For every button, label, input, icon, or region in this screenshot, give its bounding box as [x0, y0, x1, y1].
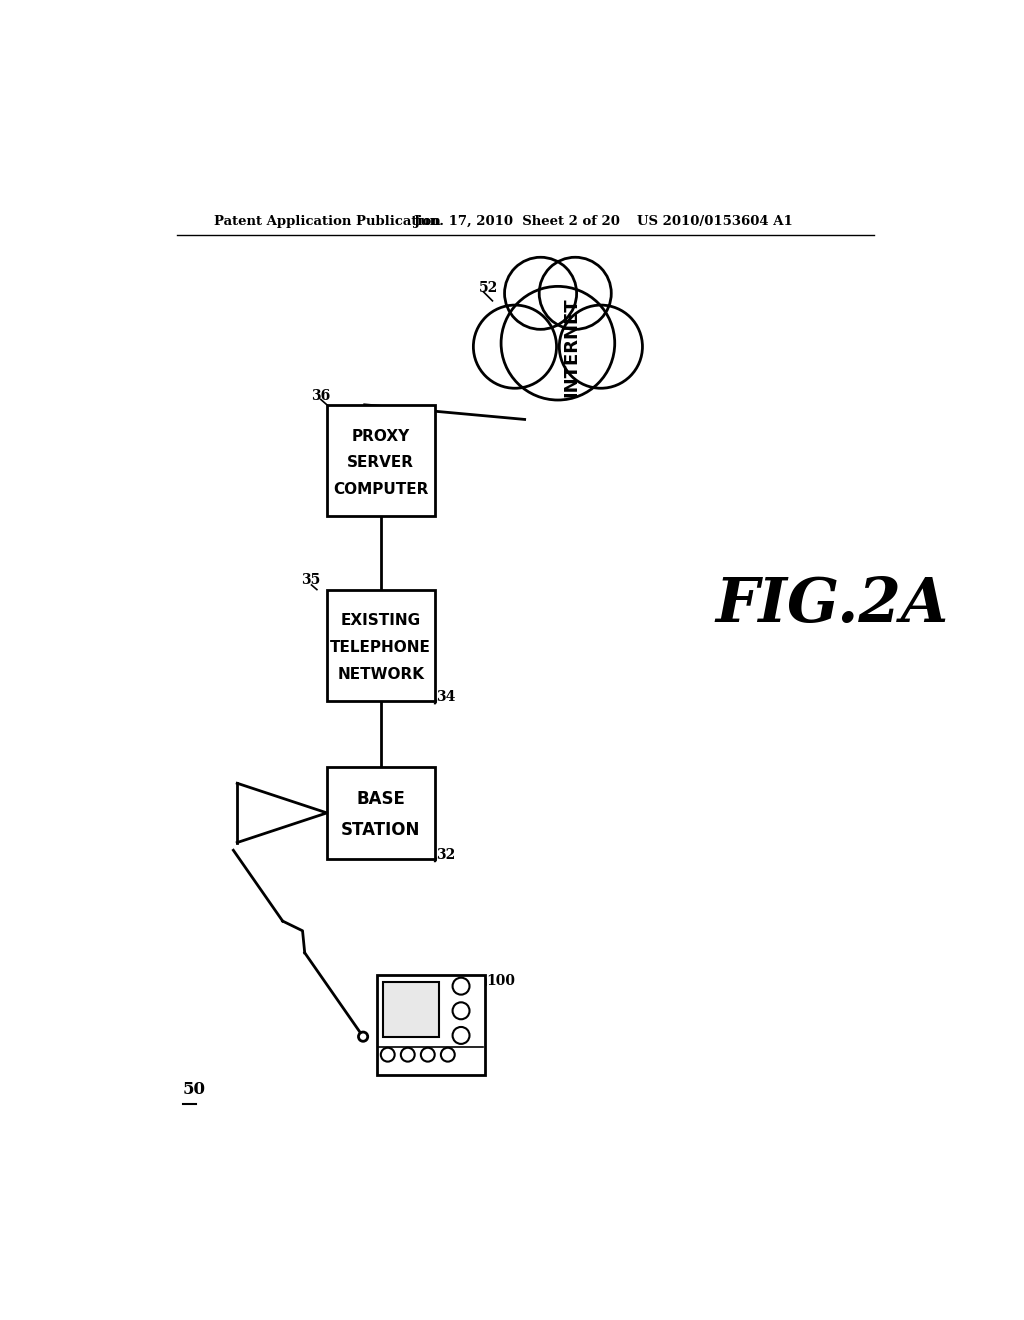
- Text: 100: 100: [486, 974, 515, 987]
- Text: TELEPHONE: TELEPHONE: [331, 640, 431, 655]
- Circle shape: [453, 978, 470, 995]
- Circle shape: [559, 305, 642, 388]
- Text: Patent Application Publication: Patent Application Publication: [214, 215, 440, 228]
- Text: 36: 36: [311, 388, 331, 403]
- Text: PROXY: PROXY: [351, 429, 410, 444]
- Text: 35: 35: [301, 573, 321, 587]
- Text: US 2010/0153604 A1: US 2010/0153604 A1: [637, 215, 793, 228]
- Circle shape: [501, 286, 614, 400]
- Circle shape: [358, 1032, 368, 1041]
- Text: INTERNET: INTERNET: [563, 297, 581, 397]
- Text: EXISTING: EXISTING: [341, 614, 421, 628]
- Text: NETWORK: NETWORK: [337, 667, 424, 682]
- Circle shape: [473, 305, 556, 388]
- Text: FIG.2A: FIG.2A: [716, 576, 949, 635]
- Text: COMPUTER: COMPUTER: [333, 482, 428, 498]
- Circle shape: [421, 1048, 435, 1061]
- Circle shape: [441, 1048, 455, 1061]
- Circle shape: [453, 1002, 470, 1019]
- Bar: [383, 982, 439, 1038]
- Bar: [327, 590, 435, 701]
- Bar: [327, 767, 435, 859]
- Bar: [377, 974, 484, 1074]
- Bar: [327, 405, 435, 516]
- Circle shape: [505, 257, 577, 330]
- Text: 52: 52: [479, 281, 499, 294]
- Text: 32: 32: [436, 849, 456, 862]
- Circle shape: [540, 257, 611, 330]
- Circle shape: [400, 1048, 415, 1061]
- Text: STATION: STATION: [341, 821, 421, 838]
- Text: BASE: BASE: [356, 791, 406, 808]
- Text: 50: 50: [183, 1081, 206, 1098]
- Text: Jun. 17, 2010  Sheet 2 of 20: Jun. 17, 2010 Sheet 2 of 20: [414, 215, 620, 228]
- Circle shape: [381, 1048, 394, 1061]
- Circle shape: [453, 1027, 470, 1044]
- Text: 34: 34: [436, 690, 456, 705]
- Text: SERVER: SERVER: [347, 455, 415, 470]
